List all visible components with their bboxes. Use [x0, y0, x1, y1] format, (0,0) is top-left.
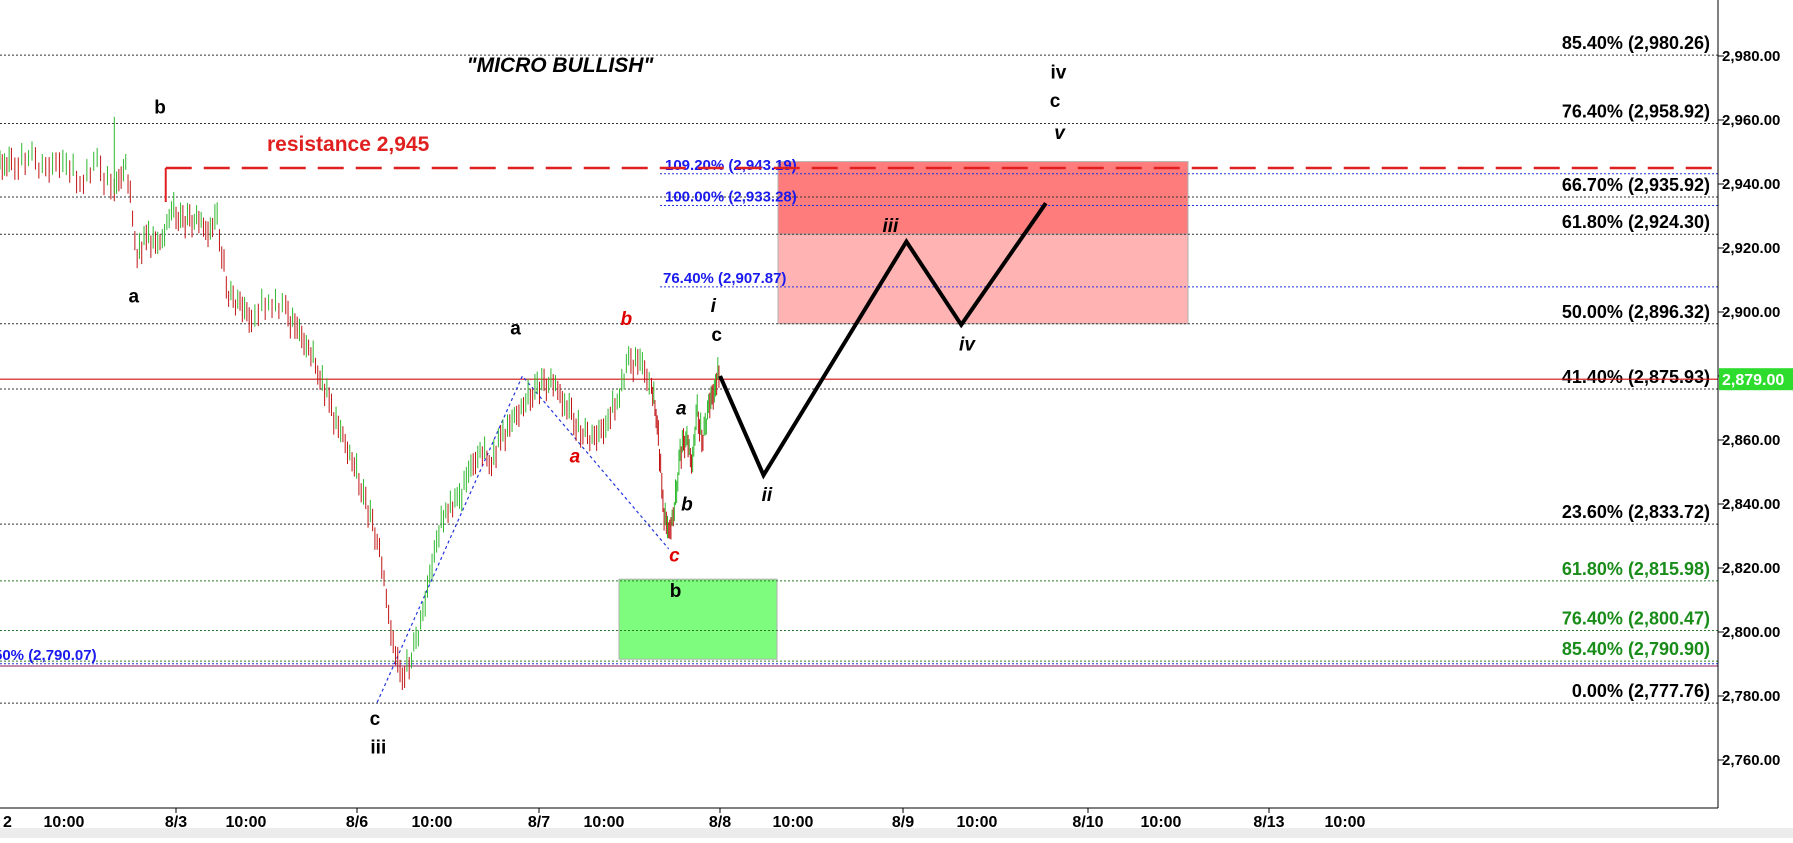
x-tick-label: 10:00	[1325, 814, 1366, 831]
x-tick-label: 8/8	[709, 814, 731, 831]
x-tick-label: 8/3	[165, 814, 187, 831]
fib-label: 0.00% (2,777.76)	[1572, 681, 1710, 701]
wave-label: a	[676, 398, 687, 419]
x-tick-label: 8/13	[1253, 814, 1284, 831]
wave-label: iv	[1050, 62, 1066, 83]
fib-label: 41.40% (2,875.93)	[1562, 367, 1710, 387]
chart-title: "MICRO BULLISH"	[467, 54, 655, 77]
y-tick-label: 2,900.00	[1722, 304, 1780, 321]
status-strip	[0, 828, 1793, 838]
wave-label: b	[670, 581, 682, 602]
wave-label: c	[1050, 91, 1061, 112]
red-zone-light	[777, 233, 1189, 325]
y-tick-label: 2,760.00	[1722, 752, 1780, 769]
x-tick-label: 10:00	[584, 814, 625, 831]
last-price-label: 2,879.00	[1722, 372, 1784, 389]
resistance-label: resistance 2,945	[267, 133, 430, 156]
wave-label: i	[711, 296, 717, 317]
fib-label-green: 61.80% (2,815.98)	[1562, 559, 1710, 579]
fib-label: 66.70% (2,935.92)	[1562, 175, 1710, 195]
projection-path	[718, 202, 1048, 480]
wave-label: b	[154, 98, 166, 119]
x-tick-label: 8/10	[1072, 814, 1103, 831]
x-tick-label: 10:00	[226, 814, 267, 831]
x-tick-label: 8/7	[528, 814, 550, 831]
fib-label-blue: 109.20% (2,943.19)	[665, 157, 797, 174]
y-tick-label: 2,920.00	[1722, 240, 1780, 257]
x-tick-label: 8/9	[892, 814, 914, 831]
wave-label: v	[1054, 123, 1066, 144]
y-tick-label: 2,800.00	[1722, 624, 1780, 641]
wave-label: a	[510, 318, 521, 339]
wave-label: iii	[370, 738, 386, 759]
y-tick-label: 2,780.00	[1722, 688, 1780, 705]
fib-label: 61.80% (2,924.30)	[1562, 212, 1710, 232]
red-zone-dark	[777, 161, 1189, 235]
fib-label-green: 76.40% (2,800.47)	[1562, 608, 1710, 628]
wave-label: iii	[882, 216, 899, 237]
last-price-badge	[1719, 368, 1793, 391]
x-tick-label: 10:00	[1141, 814, 1182, 831]
wave-label: a	[128, 286, 139, 307]
x-tick-label: 10:00	[957, 814, 998, 831]
wave-label: a	[570, 446, 581, 467]
wave-label: b	[621, 309, 633, 330]
y-tick-label: 2,960.00	[1722, 112, 1780, 129]
y-tick-label: 2,980.00	[1722, 48, 1780, 65]
wave-label: c	[370, 709, 381, 730]
wave-label: c	[669, 546, 680, 567]
fib-label-green: 85.40% (2,790.90)	[1562, 639, 1710, 659]
fib-label-blue: 50% (2,790.07)	[0, 647, 97, 664]
x-tick-label: 10:00	[773, 814, 814, 831]
wave-label: b	[681, 494, 693, 515]
x-tick-label: 2	[3, 814, 12, 831]
y-tick-label: 2,820.00	[1722, 560, 1780, 577]
fib-label: 50.00% (2,896.32)	[1562, 302, 1710, 322]
fib-label-blue: 100.00% (2,933.28)	[665, 189, 797, 206]
wave-label: iv	[959, 334, 976, 355]
x-tick-label: 10:00	[412, 814, 453, 831]
fib-label: 76.40% (2,958.92)	[1562, 101, 1710, 121]
x-tick-label: 8/6	[346, 814, 368, 831]
y-tick-label: 2,840.00	[1722, 496, 1780, 513]
x-tick-label: 10:00	[44, 814, 85, 831]
green-zone	[618, 578, 778, 660]
wave-label: c	[711, 325, 722, 346]
wave-label: ii	[762, 485, 773, 506]
y-tick-label: 2,940.00	[1722, 176, 1780, 193]
y-tick-label: 2,860.00	[1722, 432, 1780, 449]
fib-label-blue: 76.40% (2,907.87)	[663, 270, 786, 287]
fib-label: 85.40% (2,980.26)	[1562, 33, 1710, 53]
fib-label: 23.60% (2,833.72)	[1562, 502, 1710, 522]
